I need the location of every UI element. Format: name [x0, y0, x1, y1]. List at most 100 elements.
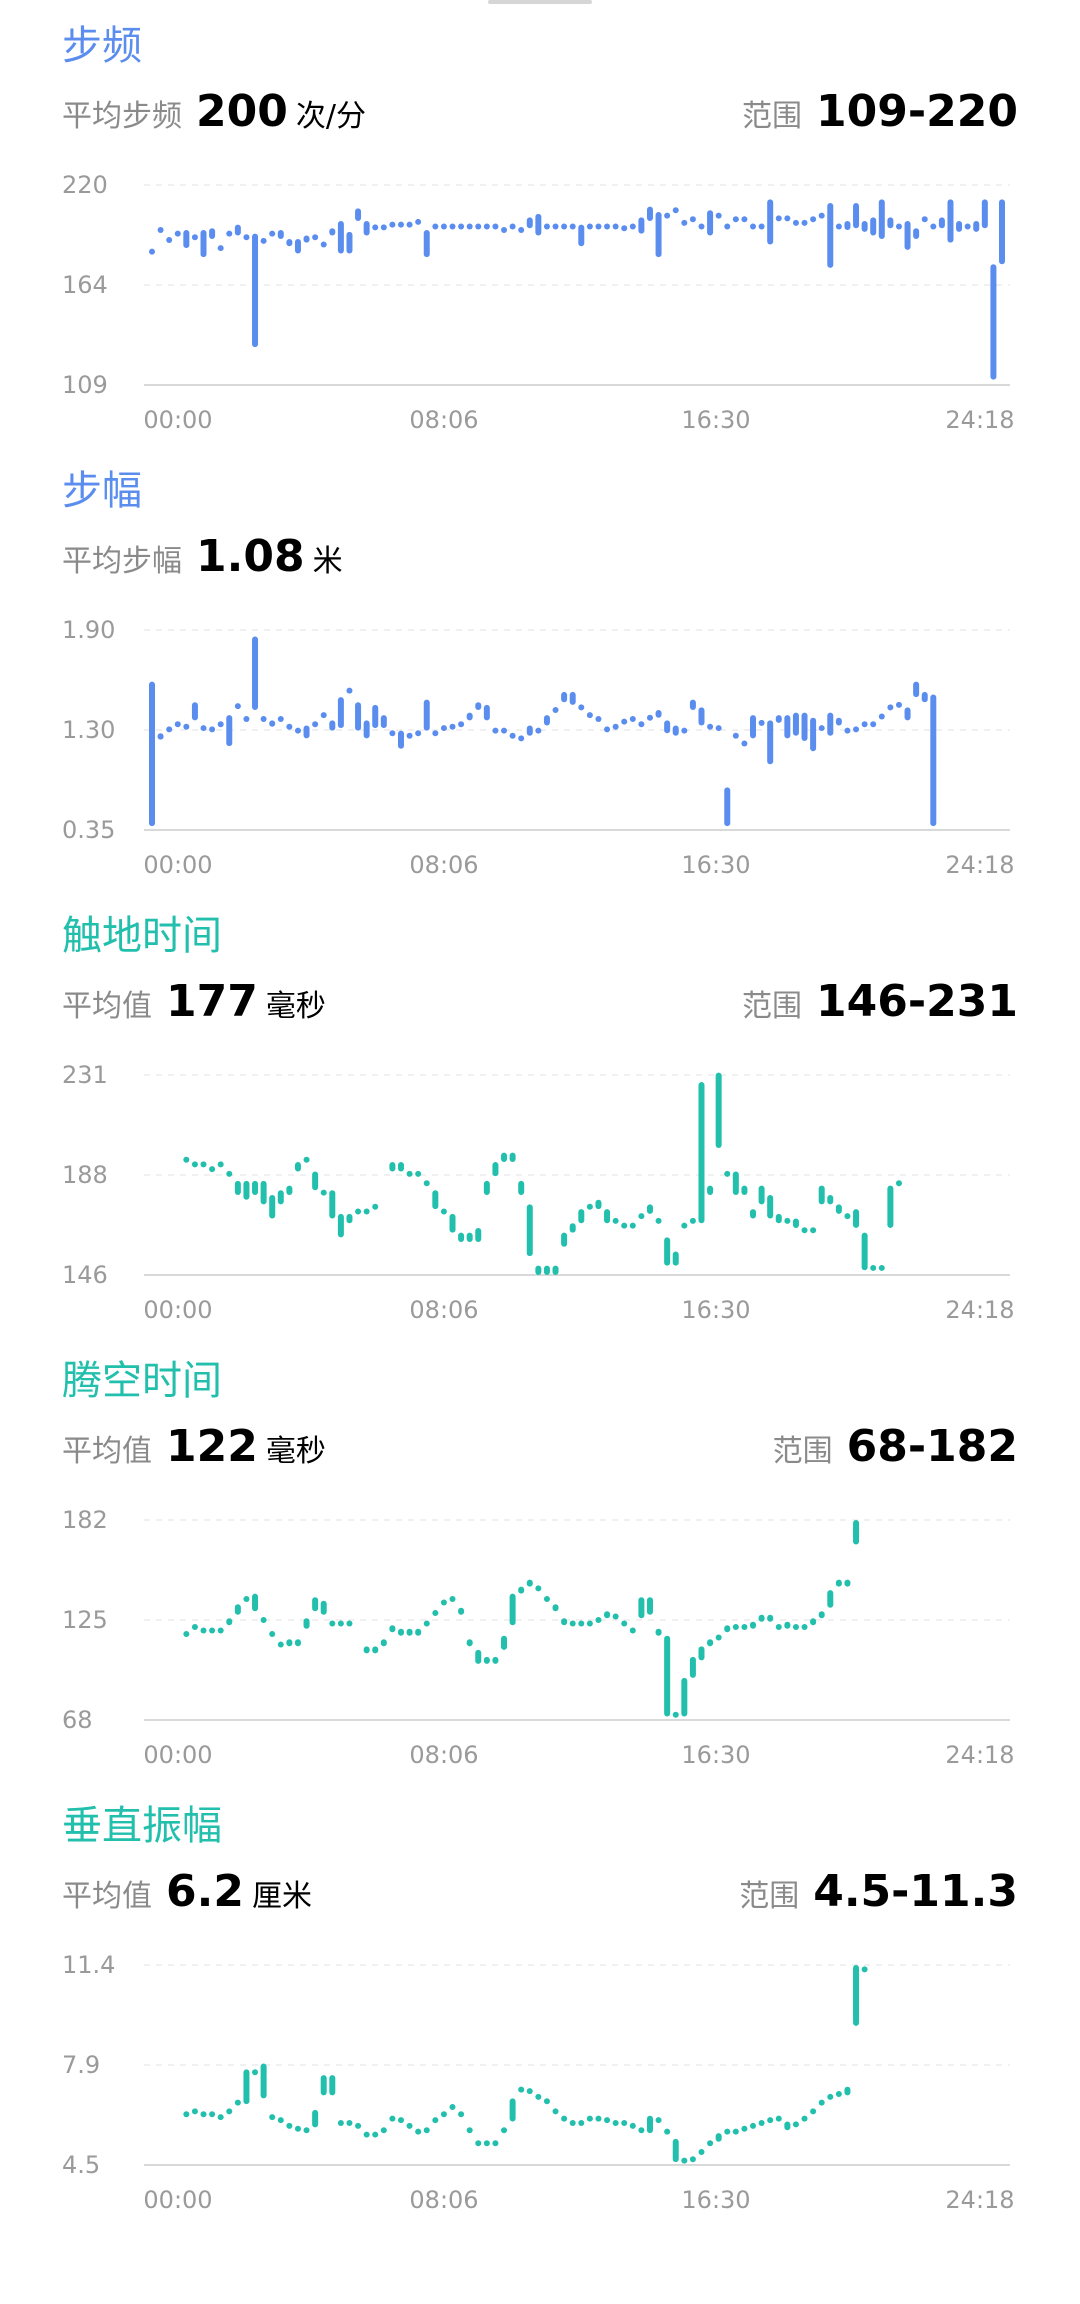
data-bar [543, 1265, 550, 1275]
data-bar [337, 221, 344, 254]
data-bar [646, 206, 653, 222]
data-bar [406, 1628, 413, 1636]
data-bar [578, 1620, 585, 1627]
data-bar [209, 2111, 216, 2118]
y-tick-label: 68 [62, 1706, 93, 1734]
data-bar [775, 2115, 782, 2122]
x-tick-label: 08:06 [409, 2186, 478, 2214]
data-bar [552, 223, 559, 230]
data-bar [870, 721, 877, 728]
x-tick-label: 08:06 [409, 406, 478, 434]
data-bar [320, 2075, 327, 2096]
data-bar [483, 704, 490, 721]
data-bar [234, 703, 241, 710]
data-bar [209, 1166, 216, 1173]
data-bar [303, 235, 310, 243]
ground-contact-range: 范围 146-231 [742, 974, 1018, 1039]
data-bar [389, 1625, 396, 1633]
data-bar [269, 230, 276, 237]
data-bar [363, 1646, 370, 1654]
x-tick-label: 00:00 [143, 2186, 212, 2214]
data-bar [878, 713, 885, 720]
data-bar [604, 1209, 611, 1224]
data-bar [303, 1618, 310, 1629]
cadence-chart: 109 164 220 00:00 08:06 16:30 24:18 [62, 171, 1015, 434]
y-tick-label: 146 [62, 1261, 108, 1289]
data-bar [612, 1217, 619, 1224]
data-bar [638, 1213, 645, 1220]
data-bar [698, 1082, 705, 1224]
data-bar [277, 1190, 284, 1205]
data-bar [741, 1624, 748, 1631]
data-bar [320, 1189, 327, 1196]
data-bar [466, 1232, 473, 1243]
data-bar [440, 1599, 447, 1606]
data-bar [483, 1656, 490, 1664]
data-bar [956, 221, 963, 232]
data-bar [329, 228, 336, 236]
data-bar [646, 714, 653, 721]
stride-average: 平均步幅 1.08 米 [62, 529, 343, 594]
data-bar [732, 1624, 739, 1631]
data-bar [595, 716, 602, 723]
data-bar [801, 2115, 808, 2122]
data-bar [638, 1597, 645, 1619]
data-bar [217, 1161, 224, 1168]
drag-handle[interactable] [488, 0, 592, 4]
data-bar [389, 2115, 396, 2122]
data-bar [724, 2128, 731, 2135]
data-bar [870, 217, 877, 236]
data-bar [767, 2117, 774, 2124]
data-bar [509, 1152, 516, 1163]
data-bar [432, 1190, 439, 1210]
data-bar [792, 1218, 799, 1228]
data-bar [518, 735, 525, 742]
data-bar [801, 712, 808, 741]
data-bar [732, 732, 739, 739]
data-bar [878, 199, 885, 240]
data-bar [449, 1213, 456, 1233]
y-tick-label: 1.30 [62, 716, 115, 744]
data-bar [621, 2119, 628, 2126]
data-bar [801, 219, 808, 226]
x-tick-label: 00:00 [143, 1296, 212, 1324]
flight-time-average: 平均值 122 毫秒 [62, 1419, 326, 1484]
data-bar [810, 717, 817, 752]
data-bar [415, 218, 422, 225]
data-bar [853, 726, 860, 733]
data-bar [604, 2117, 611, 2124]
data-bar [586, 1620, 593, 1627]
data-bar [372, 1646, 379, 1654]
data-bar [561, 223, 568, 230]
range-value: 68-182 [846, 1421, 1018, 1472]
data-bar [458, 1607, 465, 1615]
data-bar [861, 721, 868, 728]
data-bar [827, 2093, 834, 2100]
data-bar [810, 2108, 817, 2115]
data-bar [853, 1209, 860, 1228]
y-tick-label: 220 [62, 171, 108, 199]
data-bar [243, 1595, 250, 1602]
data-bar [664, 2128, 671, 2135]
data-bar [466, 2127, 473, 2134]
data-bar [827, 1590, 834, 1608]
data-bar [252, 1593, 259, 1612]
data-bar [621, 1222, 628, 1229]
data-bar [277, 230, 284, 240]
data-bar [423, 230, 430, 258]
data-bar [294, 2125, 301, 2132]
data-bar [887, 217, 894, 229]
data-bar [518, 1180, 525, 1195]
data-bar [672, 725, 679, 736]
data-bar [501, 227, 508, 234]
data-bar [629, 716, 636, 723]
data-bar [750, 223, 757, 230]
data-bar [758, 1614, 765, 1622]
data-bar [209, 228, 216, 240]
data-bar [149, 248, 155, 255]
data-bar [303, 1156, 310, 1163]
data-bar [535, 1265, 542, 1275]
data-bar [466, 712, 473, 721]
y-tick-label: 1.90 [62, 616, 115, 644]
flight-time-title: 腾空时间 [62, 1358, 222, 1404]
